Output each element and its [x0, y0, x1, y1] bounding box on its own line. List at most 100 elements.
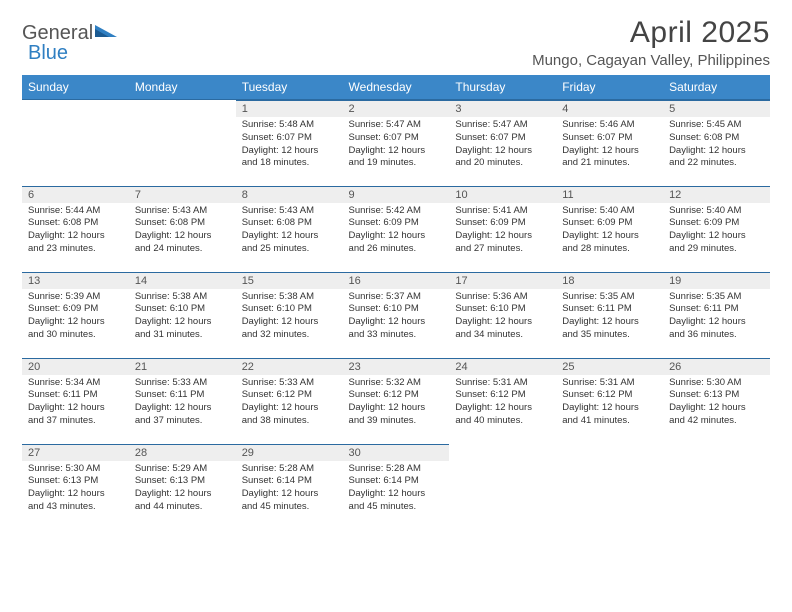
- calendar-cell: 6Sunrise: 5:44 AMSunset: 6:08 PMDaylight…: [22, 186, 129, 272]
- sunset-line: Sunset: 6:10 PM: [349, 303, 444, 316]
- calendar-row: 1Sunrise: 5:48 AMSunset: 6:07 PMDaylight…: [22, 100, 770, 186]
- weekday-header: Saturday: [663, 75, 770, 100]
- sunrise-line: Sunrise: 5:31 AM: [562, 377, 657, 390]
- weekday-header: Sunday: [22, 75, 129, 100]
- day-details: Sunrise: 5:47 AMSunset: 6:07 PMDaylight:…: [449, 117, 556, 174]
- calendar-cell: 21Sunrise: 5:33 AMSunset: 6:11 PMDayligh…: [129, 358, 236, 444]
- calendar-cell: 2Sunrise: 5:47 AMSunset: 6:07 PMDaylight…: [343, 100, 450, 186]
- daylight-line: Daylight: 12 hours and 28 minutes.: [562, 230, 657, 256]
- day-details: Sunrise: 5:30 AMSunset: 6:13 PMDaylight:…: [663, 375, 770, 432]
- calendar-cell: [556, 444, 663, 530]
- sunset-line: Sunset: 6:07 PM: [242, 132, 337, 145]
- day-details: Sunrise: 5:46 AMSunset: 6:07 PMDaylight:…: [556, 117, 663, 174]
- sunrise-line: Sunrise: 5:30 AM: [28, 463, 123, 476]
- daylight-line: Daylight: 12 hours and 32 minutes.: [242, 316, 337, 342]
- sunrise-line: Sunrise: 5:43 AM: [242, 205, 337, 218]
- daylight-line: Daylight: 12 hours and 37 minutes.: [135, 402, 230, 428]
- daylight-line: Daylight: 12 hours and 21 minutes.: [562, 145, 657, 171]
- calendar-cell: 13Sunrise: 5:39 AMSunset: 6:09 PMDayligh…: [22, 272, 129, 358]
- day-details: Sunrise: 5:40 AMSunset: 6:09 PMDaylight:…: [663, 203, 770, 260]
- calendar-cell: 14Sunrise: 5:38 AMSunset: 6:10 PMDayligh…: [129, 272, 236, 358]
- calendar-row: 20Sunrise: 5:34 AMSunset: 6:11 PMDayligh…: [22, 358, 770, 444]
- title-block: April 2025 Mungo, Cagayan Valley, Philip…: [532, 16, 770, 69]
- daylight-line: Daylight: 12 hours and 41 minutes.: [562, 402, 657, 428]
- sunrise-line: Sunrise: 5:40 AM: [562, 205, 657, 218]
- day-number: 25: [556, 358, 663, 375]
- daylight-line: Daylight: 12 hours and 35 minutes.: [562, 316, 657, 342]
- logo-text-2: Blue: [28, 42, 68, 65]
- day-details: Sunrise: 5:37 AMSunset: 6:10 PMDaylight:…: [343, 289, 450, 346]
- calendar-cell: 1Sunrise: 5:48 AMSunset: 6:07 PMDaylight…: [236, 100, 343, 186]
- sunset-line: Sunset: 6:09 PM: [562, 217, 657, 230]
- day-number: 7: [129, 186, 236, 203]
- daylight-line: Daylight: 12 hours and 20 minutes.: [455, 145, 550, 171]
- calendar-cell: 16Sunrise: 5:37 AMSunset: 6:10 PMDayligh…: [343, 272, 450, 358]
- daylight-line: Daylight: 12 hours and 33 minutes.: [349, 316, 444, 342]
- calendar-cell: 10Sunrise: 5:41 AMSunset: 6:09 PMDayligh…: [449, 186, 556, 272]
- day-details: Sunrise: 5:38 AMSunset: 6:10 PMDaylight:…: [236, 289, 343, 346]
- sunrise-line: Sunrise: 5:40 AM: [669, 205, 764, 218]
- daylight-line: Daylight: 12 hours and 19 minutes.: [349, 145, 444, 171]
- calendar-cell: [449, 444, 556, 530]
- day-number: 30: [343, 444, 450, 461]
- calendar-cell: 25Sunrise: 5:31 AMSunset: 6:12 PMDayligh…: [556, 358, 663, 444]
- calendar-cell: 11Sunrise: 5:40 AMSunset: 6:09 PMDayligh…: [556, 186, 663, 272]
- daylight-line: Daylight: 12 hours and 22 minutes.: [669, 145, 764, 171]
- sunset-line: Sunset: 6:09 PM: [28, 303, 123, 316]
- day-number: 11: [556, 186, 663, 203]
- sunrise-line: Sunrise: 5:28 AM: [242, 463, 337, 476]
- day-details: Sunrise: 5:29 AMSunset: 6:13 PMDaylight:…: [129, 461, 236, 518]
- sunset-line: Sunset: 6:14 PM: [242, 475, 337, 488]
- sunset-line: Sunset: 6:11 PM: [669, 303, 764, 316]
- sunrise-line: Sunrise: 5:35 AM: [562, 291, 657, 304]
- day-number: 15: [236, 272, 343, 289]
- daylight-line: Daylight: 12 hours and 39 minutes.: [349, 402, 444, 428]
- sunrise-line: Sunrise: 5:38 AM: [242, 291, 337, 304]
- calendar-cell: 15Sunrise: 5:38 AMSunset: 6:10 PMDayligh…: [236, 272, 343, 358]
- calendar-cell: 4Sunrise: 5:46 AMSunset: 6:07 PMDaylight…: [556, 100, 663, 186]
- sunset-line: Sunset: 6:08 PM: [242, 217, 337, 230]
- sunrise-line: Sunrise: 5:29 AM: [135, 463, 230, 476]
- day-details: Sunrise: 5:31 AMSunset: 6:12 PMDaylight:…: [556, 375, 663, 432]
- calendar-cell: 27Sunrise: 5:30 AMSunset: 6:13 PMDayligh…: [22, 444, 129, 530]
- location-subtitle: Mungo, Cagayan Valley, Philippines: [532, 52, 770, 69]
- day-number: 10: [449, 186, 556, 203]
- daylight-line: Daylight: 12 hours and 18 minutes.: [242, 145, 337, 171]
- day-number: 8: [236, 186, 343, 203]
- calendar-cell: 9Sunrise: 5:42 AMSunset: 6:09 PMDaylight…: [343, 186, 450, 272]
- sunrise-line: Sunrise: 5:28 AM: [349, 463, 444, 476]
- calendar-cell: 22Sunrise: 5:33 AMSunset: 6:12 PMDayligh…: [236, 358, 343, 444]
- sunrise-line: Sunrise: 5:48 AM: [242, 119, 337, 132]
- daylight-line: Daylight: 12 hours and 36 minutes.: [669, 316, 764, 342]
- page-header: General April 2025 Mungo, Cagayan Valley…: [22, 16, 770, 69]
- daylight-line: Daylight: 12 hours and 34 minutes.: [455, 316, 550, 342]
- sunrise-line: Sunrise: 5:42 AM: [349, 205, 444, 218]
- daylight-line: Daylight: 12 hours and 37 minutes.: [28, 402, 123, 428]
- sunrise-line: Sunrise: 5:43 AM: [135, 205, 230, 218]
- day-details: Sunrise: 5:31 AMSunset: 6:12 PMDaylight:…: [449, 375, 556, 432]
- day-number: 29: [236, 444, 343, 461]
- sunrise-line: Sunrise: 5:33 AM: [135, 377, 230, 390]
- day-details: Sunrise: 5:48 AMSunset: 6:07 PMDaylight:…: [236, 117, 343, 174]
- sunrise-line: Sunrise: 5:46 AM: [562, 119, 657, 132]
- day-number: 17: [449, 272, 556, 289]
- calendar-body: 1Sunrise: 5:48 AMSunset: 6:07 PMDaylight…: [22, 100, 770, 530]
- sunrise-line: Sunrise: 5:39 AM: [28, 291, 123, 304]
- day-number: 2: [343, 100, 450, 117]
- calendar-cell: [22, 100, 129, 186]
- sunrise-line: Sunrise: 5:35 AM: [669, 291, 764, 304]
- sunset-line: Sunset: 6:12 PM: [455, 389, 550, 402]
- sunrise-line: Sunrise: 5:41 AM: [455, 205, 550, 218]
- calendar-page: General April 2025 Mungo, Cagayan Valley…: [0, 0, 792, 546]
- sunrise-line: Sunrise: 5:47 AM: [349, 119, 444, 132]
- calendar-cell: 28Sunrise: 5:29 AMSunset: 6:13 PMDayligh…: [129, 444, 236, 530]
- day-number: 4: [556, 100, 663, 117]
- day-number: 9: [343, 186, 450, 203]
- calendar-row: 27Sunrise: 5:30 AMSunset: 6:13 PMDayligh…: [22, 444, 770, 530]
- day-details: Sunrise: 5:35 AMSunset: 6:11 PMDaylight:…: [556, 289, 663, 346]
- day-number: 1: [236, 100, 343, 117]
- calendar-table: Sunday Monday Tuesday Wednesday Thursday…: [22, 75, 770, 530]
- sunset-line: Sunset: 6:11 PM: [135, 389, 230, 402]
- day-details: Sunrise: 5:40 AMSunset: 6:09 PMDaylight:…: [556, 203, 663, 260]
- weekday-header-row: Sunday Monday Tuesday Wednesday Thursday…: [22, 75, 770, 100]
